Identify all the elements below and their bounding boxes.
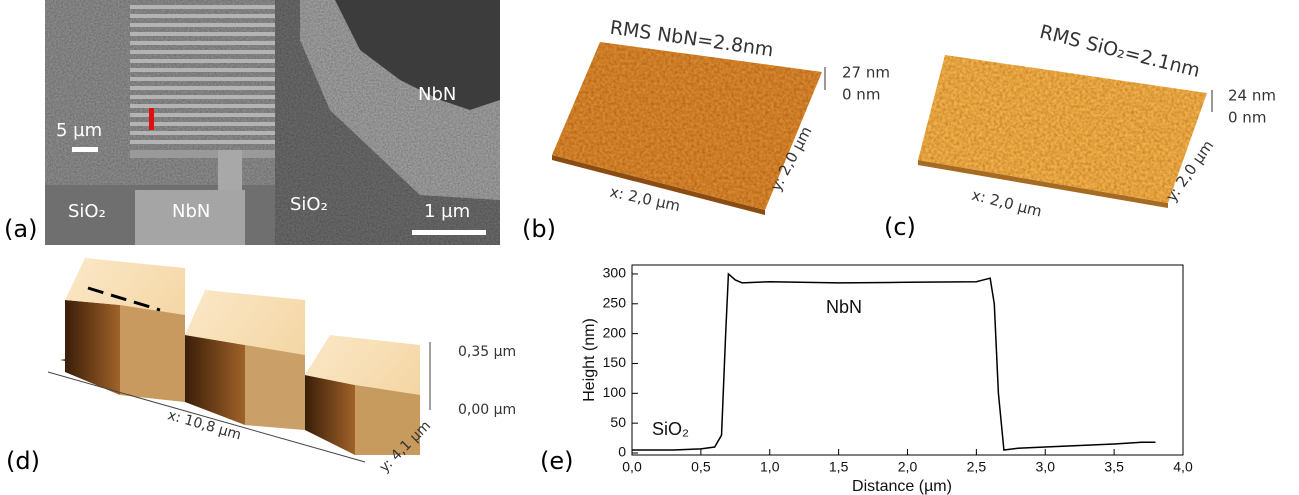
bar-side <box>185 335 245 425</box>
panel-label: (a) <box>4 215 37 243</box>
y-tick-label: 200 <box>603 324 627 340</box>
y-tick-label: 100 <box>603 384 627 400</box>
meander-line <box>130 50 275 54</box>
x-tick-label: 4,0 <box>1173 459 1193 475</box>
z-bottom: 0 nm <box>1228 109 1266 127</box>
panel-label: (d) <box>6 447 40 475</box>
meander-line <box>130 86 275 90</box>
z-top: 0,35 µm <box>458 344 516 360</box>
z-top: 24 nm <box>1228 87 1276 105</box>
y-tick-label: 150 <box>603 354 627 370</box>
meander-line <box>130 32 275 36</box>
bar-front <box>245 345 305 430</box>
meander-line <box>130 41 275 45</box>
z-bottom: 0,00 µm <box>458 402 516 418</box>
meander-line <box>130 68 275 72</box>
red-marker <box>149 108 154 130</box>
y-tick-label: 300 <box>603 265 627 281</box>
page: {"panels": { "a": {"label": "(a)", "scal… <box>0 0 1299 495</box>
meander-line <box>130 131 275 135</box>
bar-front <box>120 305 185 402</box>
annotation: NbN <box>826 297 862 317</box>
meander-line <box>130 95 275 99</box>
afm-surface <box>918 55 1207 203</box>
x-tick-label: 1,0 <box>760 459 780 475</box>
y-tick-label: 250 <box>603 294 627 310</box>
meander-line <box>130 59 275 63</box>
meander-line <box>130 140 275 144</box>
x-tick-label: 0,5 <box>691 459 711 475</box>
region-label: SiO₂ <box>290 194 328 215</box>
y-axis-title: Height (nm) <box>581 318 598 402</box>
plot-frame <box>632 265 1183 455</box>
meander-line <box>130 23 275 27</box>
z-bottom: 0 nm <box>842 86 880 104</box>
x-tick-label: 2,5 <box>967 459 987 475</box>
scale-label: 1 µm <box>424 201 470 222</box>
profile-line <box>632 274 1155 450</box>
scale-bar <box>72 147 98 152</box>
scale-bar <box>412 230 486 235</box>
figure: 5 µm 1 µm SiO₂ NbN SiO₂ NbN (a) RMS NbN=… <box>0 0 1299 495</box>
x-axis-title: Distance (µm) <box>852 478 952 495</box>
region-label: NbN <box>418 84 456 105</box>
x-tick-label: 2,0 <box>898 459 918 475</box>
x-tick-label: 0,0 <box>622 459 642 475</box>
x-tick-label: 3,0 <box>1036 459 1056 475</box>
y-tick-label: 50 <box>610 414 626 430</box>
scale-label: 5 µm <box>56 120 102 141</box>
z-top: 27 nm <box>842 64 890 82</box>
meander-line <box>130 77 275 81</box>
bar-side <box>305 375 355 455</box>
panel-label: (b) <box>522 215 556 243</box>
panel-label: (c) <box>884 213 916 241</box>
panel-label: (e) <box>540 447 574 475</box>
y-tick-label: 0 <box>618 444 626 460</box>
sem-image: 5 µm 1 µm SiO₂ NbN SiO₂ NbN <box>45 0 500 245</box>
meander-line <box>130 5 275 9</box>
profile-chart: 0,0 0,5 1,0 1,5 2,0 2,5 3,0 3,5 4,0 0 50 100 150 200 2… <box>603 265 1193 475</box>
bar-side <box>65 300 120 395</box>
meander-line <box>130 104 275 108</box>
region-label: NbN <box>172 201 210 222</box>
region-label: SiO₂ <box>68 201 106 222</box>
nbn-lead <box>218 150 242 190</box>
meander-line <box>130 14 275 18</box>
x-tick-label: 3,5 <box>1104 459 1124 475</box>
x-axis: x: 2,0 µm <box>970 186 1044 221</box>
nbn-bus <box>130 150 275 158</box>
x-tick-label: 1,5 <box>829 459 849 475</box>
annotation: SiO₂ <box>652 419 689 439</box>
